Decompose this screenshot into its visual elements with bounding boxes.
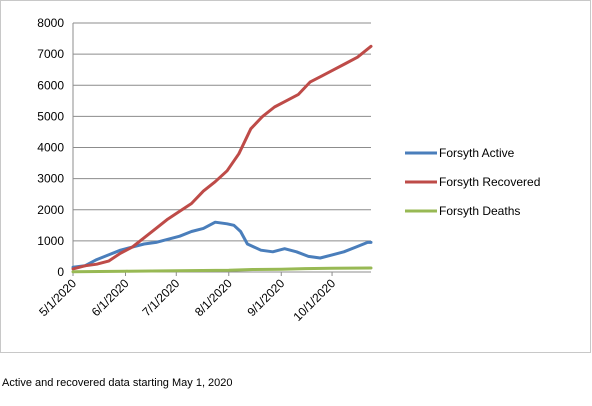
forsyth-active-point [233, 224, 235, 227]
forsyth-recovered-point [190, 202, 193, 205]
forsyth-active-point [167, 238, 169, 241]
forsyth-recovered-point [84, 264, 86, 267]
forsyth-active-point [143, 243, 145, 245]
y-tick-label: 3000 [37, 172, 64, 186]
y-tick-label: 2000 [37, 203, 64, 217]
forsyth-recovered-point [285, 100, 288, 102]
y-tick-label: 1000 [37, 234, 64, 248]
x-tick-label: 10/1/2020 [291, 276, 339, 324]
forsyth-recovered-point [107, 260, 110, 262]
forsyth-active-point [239, 230, 242, 233]
chart-area: 0 1000 2000 3000 4000 5000 6000 7000 8000 5/1/202… [0, 0, 591, 353]
forsyth-active-point [307, 255, 310, 258]
forsyth-active-point [214, 221, 217, 223]
forsyth-active-point [107, 254, 110, 256]
x-tick-label: 7/1/2020 [139, 276, 182, 319]
forsyth-recovered-point [261, 115, 264, 118]
forsyth-deaths-point [304, 267, 306, 270]
figure-caption: Active and recovered data starting May 1… [2, 377, 233, 389]
forsyth-active-point [190, 230, 193, 233]
forsyth-recovered-point [321, 75, 323, 77]
forsyth-deaths-point [124, 270, 127, 273]
y-tick-label: 7000 [37, 47, 64, 61]
forsyth-recovered-point [72, 268, 74, 270]
x-tick-label: 6/1/2020 [89, 276, 132, 319]
forsyth-active-point [343, 250, 345, 253]
forsyth-active-point [271, 250, 274, 253]
y-tick-label: 6000 [37, 78, 64, 92]
legend-label: Forsyth Recovered [439, 175, 540, 189]
forsyth-recovered-point [344, 62, 347, 65]
forsyth-recovered-point [370, 45, 372, 48]
forsyth-deaths-point [251, 268, 254, 271]
forsyth-recovered-point [309, 81, 311, 83]
forsyth-recovered-line [71, 44, 373, 271]
y-tick-label: 5000 [37, 109, 64, 123]
forsyth-recovered-point [95, 263, 98, 266]
forsyth-active-point [253, 246, 255, 248]
forsyth-deaths-point [280, 268, 283, 270]
forsyth-active-point [260, 249, 262, 252]
forsyth-active-point [366, 241, 369, 244]
forsyth-recovered-point [155, 227, 157, 230]
forsyth-recovered-point [226, 170, 228, 172]
forsyth-recovered-point [249, 128, 252, 130]
y-tick-label: 8000 [37, 16, 64, 30]
forsyth-active-point [370, 241, 372, 244]
legend-label: Forsyth Deaths [439, 204, 520, 218]
forsyth-active-point [202, 227, 205, 230]
line-chart: 0 1000 2000 3000 4000 5000 6000 7000 8000 5/1/202… [36, 16, 540, 324]
forsyth-recovered-point [131, 246, 134, 248]
forsyth-deaths-point [227, 269, 230, 272]
y-tick-label: 0 [57, 265, 64, 279]
forsyth-recovered-point [202, 190, 205, 192]
forsyth-recovered-point [332, 68, 335, 71]
forsyth-recovered-point [356, 56, 359, 59]
forsyth-active-point [95, 258, 98, 261]
forsyth-deaths-line [71, 266, 373, 274]
forsyth-active-point [119, 249, 122, 252]
x-tick-label: 8/1/2020 [192, 276, 235, 319]
y-tick-label: 4000 [37, 141, 64, 155]
forsyth-active-point [283, 247, 286, 250]
forsyth-recovered-point [297, 93, 299, 96]
forsyth-deaths-point [331, 267, 333, 270]
forsyth-recovered-point [273, 106, 276, 108]
forsyth-active-point [246, 243, 249, 245]
forsyth-deaths-point [72, 270, 74, 273]
forsyth-recovered-point [167, 218, 169, 220]
forsyth-active-point [319, 257, 322, 259]
forsyth-deaths-point [370, 267, 372, 269]
forsyth-active-point [354, 246, 357, 248]
forsyth-recovered-point [178, 210, 181, 213]
forsyth-deaths-point [175, 269, 178, 272]
forsyth-active-point [226, 222, 228, 225]
forsyth-recovered-point [214, 180, 217, 183]
forsyth-recovered-point [143, 236, 145, 239]
forsyth-recovered-point [119, 252, 122, 255]
forsyth-active-point [155, 241, 157, 244]
forsyth-recovered-point [238, 152, 240, 155]
x-tick-label: 5/1/2020 [36, 276, 79, 319]
forsyth-active-point [178, 235, 181, 238]
legend-label: Forsyth Active [439, 146, 515, 160]
x-tick-label: 9/1/2020 [244, 276, 287, 319]
forsyth-active-point [331, 254, 333, 256]
forsyth-active-point [295, 250, 298, 253]
forsyth-active-line [71, 220, 373, 269]
